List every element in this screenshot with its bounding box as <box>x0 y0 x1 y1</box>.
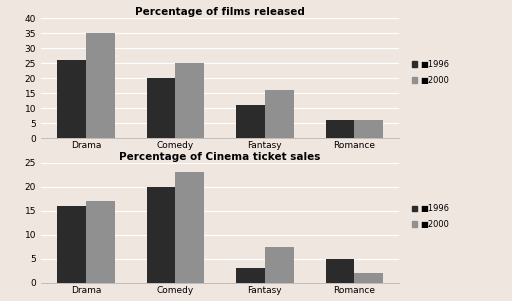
Bar <box>176 63 204 138</box>
Bar <box>265 90 293 138</box>
Bar <box>57 60 86 138</box>
Bar <box>354 120 383 138</box>
Bar <box>326 259 354 283</box>
Bar <box>147 187 176 283</box>
Bar <box>236 105 265 138</box>
Title: Percentage of Cinema ticket sales: Percentage of Cinema ticket sales <box>119 152 321 162</box>
Title: Percentage of films released: Percentage of films released <box>135 7 305 17</box>
Legend: ■1996, ■2000: ■1996, ■2000 <box>411 59 450 85</box>
Bar <box>57 206 86 283</box>
Bar <box>86 201 115 283</box>
Bar <box>147 78 176 138</box>
Bar <box>265 247 293 283</box>
Bar <box>326 120 354 138</box>
Bar <box>236 268 265 283</box>
Bar <box>354 273 383 283</box>
Bar <box>176 172 204 283</box>
Legend: ■1996, ■2000: ■1996, ■2000 <box>411 203 450 230</box>
Bar <box>86 33 115 138</box>
